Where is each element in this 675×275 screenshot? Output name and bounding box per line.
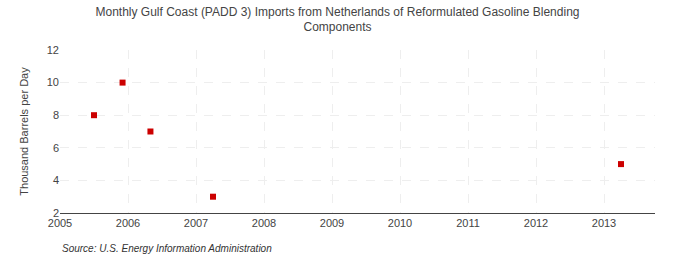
svg-text:10: 10 (47, 76, 59, 88)
svg-text:2012: 2012 (524, 217, 548, 229)
svg-text:2005: 2005 (48, 217, 72, 229)
svg-text:8: 8 (53, 109, 59, 121)
svg-text:2013: 2013 (592, 217, 616, 229)
svg-text:2006: 2006 (116, 217, 140, 229)
svg-text:6: 6 (53, 142, 59, 154)
svg-text:2: 2 (53, 207, 59, 219)
svg-text:Monthly Gulf Coast (PADD 3) Im: Monthly Gulf Coast (PADD 3) Imports from… (96, 5, 580, 35)
svg-text:Source: U.S. Energy Informatio: Source: U.S. Energy Information Administ… (62, 243, 272, 254)
svg-text:2011: 2011 (456, 217, 480, 229)
svg-text:2008: 2008 (252, 217, 276, 229)
svg-text:2007: 2007 (184, 217, 208, 229)
svg-text:2010: 2010 (388, 217, 412, 229)
svg-text:2009: 2009 (320, 217, 344, 229)
svg-text:Thousand Barrels per Day: Thousand Barrels per Day (18, 67, 30, 196)
svg-text:4: 4 (53, 174, 59, 186)
svg-text:12: 12 (47, 44, 59, 56)
